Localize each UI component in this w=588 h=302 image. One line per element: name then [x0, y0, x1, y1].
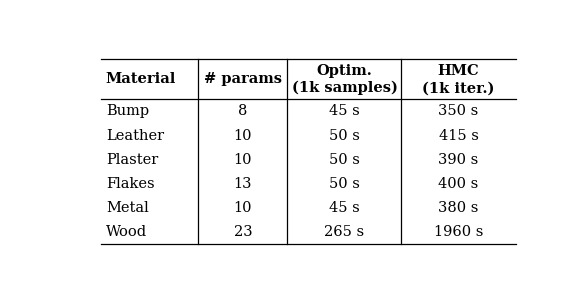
Text: Plaster: Plaster: [106, 153, 158, 167]
Text: 415 s: 415 s: [439, 129, 479, 143]
Text: 1960 s: 1960 s: [434, 225, 483, 239]
Text: 50 s: 50 s: [329, 177, 360, 191]
Text: 10: 10: [233, 153, 252, 167]
Text: (1k samples): (1k samples): [292, 81, 397, 95]
Text: 400 s: 400 s: [439, 177, 479, 191]
Text: 350 s: 350 s: [439, 104, 479, 118]
Text: 45 s: 45 s: [329, 201, 360, 215]
Text: # params: # params: [204, 72, 282, 86]
Text: 380 s: 380 s: [438, 201, 479, 215]
Text: 13: 13: [233, 177, 252, 191]
Text: Leather: Leather: [106, 129, 164, 143]
Text: 45 s: 45 s: [329, 104, 360, 118]
Text: Optim.: Optim.: [316, 64, 372, 78]
Text: Bump: Bump: [106, 104, 149, 118]
Text: 10: 10: [233, 201, 252, 215]
Text: Metal: Metal: [106, 201, 149, 215]
Text: Material: Material: [106, 72, 176, 86]
Text: 23: 23: [233, 225, 252, 239]
Text: (1k iter.): (1k iter.): [422, 81, 495, 95]
Text: Flakes: Flakes: [106, 177, 155, 191]
Text: HMC: HMC: [437, 64, 479, 78]
Text: 8: 8: [238, 104, 248, 118]
Text: Wood: Wood: [106, 225, 147, 239]
Text: 50 s: 50 s: [329, 153, 360, 167]
Text: 265 s: 265 s: [325, 225, 365, 239]
Text: 390 s: 390 s: [439, 153, 479, 167]
Text: 50 s: 50 s: [329, 129, 360, 143]
Text: 10: 10: [233, 129, 252, 143]
